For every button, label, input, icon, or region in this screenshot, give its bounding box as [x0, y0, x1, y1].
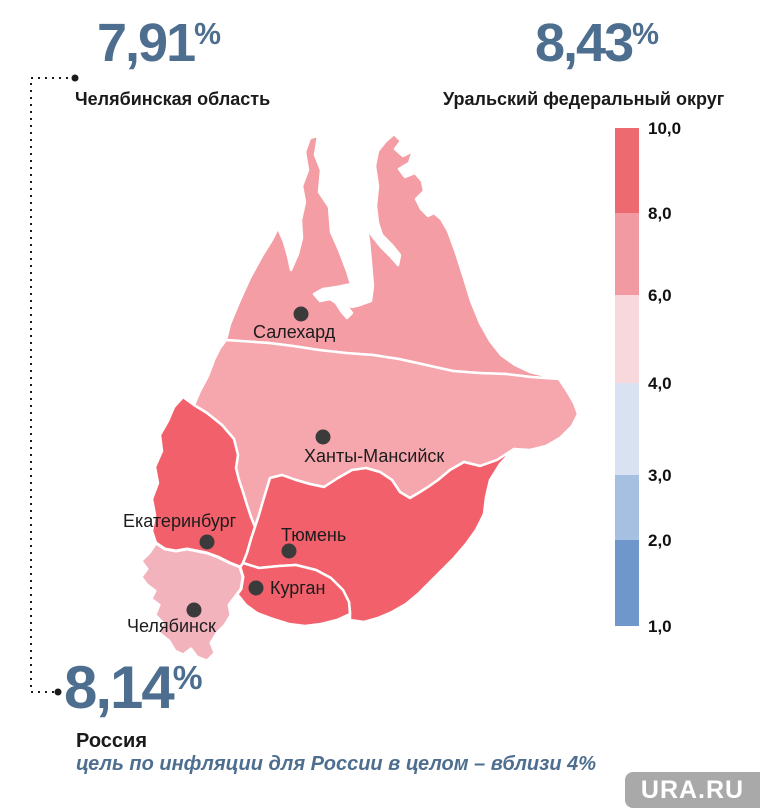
city-label-salekhard: Салехард — [253, 322, 336, 342]
legend-tick-8: 8,0 — [648, 204, 672, 223]
legend-tick-4: 4,0 — [648, 374, 672, 393]
city-label-chelyabinsk: Челябинск — [127, 616, 216, 636]
legend-segment-4-3 — [615, 383, 639, 475]
city-dot-kurgan — [248, 580, 264, 596]
stat-number: 8,43 — [535, 13, 634, 73]
city-dot-chelyabinsk — [186, 602, 202, 618]
legend-tick-10: 10,0 — [648, 119, 682, 138]
ura-ru-watermark: URA.RU — [625, 772, 760, 808]
stat-label-russia: Россия — [76, 730, 148, 752]
stat-value-russia: 8,14% — [64, 658, 203, 718]
legend-color-bar — [615, 128, 639, 626]
city-dot-yekaterinburg — [199, 534, 215, 550]
city-label-tyumen: Тюмень — [281, 525, 347, 545]
bracket-end-dot-bottom — [54, 688, 62, 696]
inflation-target-note: цель по инфляции для России в целом – вб… — [76, 753, 597, 775]
city-dot-tyumen — [281, 543, 297, 559]
city-dot-salekhard — [293, 306, 309, 322]
stat-number: 8,14 — [64, 654, 175, 721]
map-region-chelyabinsk — [139, 541, 245, 663]
legend-tick-6: 6,0 — [648, 286, 672, 305]
legend-segment-2-1 — [615, 540, 639, 626]
bracket-connector — [30, 74, 79, 696]
stat-label-ural-district: Уральский федеральный округ — [443, 89, 725, 109]
map-region-kurgan — [233, 561, 352, 628]
city-label-kurgan: Курган — [270, 578, 326, 598]
city-label-khanty-mansiysk: Ханты-Мансийск — [304, 446, 445, 466]
legend-segment-10-8 — [615, 128, 639, 213]
percent-sign: % — [632, 18, 659, 52]
map-region-yamal — [224, 132, 561, 381]
legend-tick-3: 3,0 — [648, 466, 672, 485]
legend-tick-1: 1,0 — [648, 617, 672, 636]
city-dot-khanty-mansiysk — [315, 429, 331, 445]
bracket-end-dot-top — [71, 74, 79, 82]
stat-label-chelyabinsk-oblast: Челябинская область — [75, 89, 271, 109]
legend-tick-2: 2,0 — [648, 531, 672, 550]
legend-segment-3-2 — [615, 475, 639, 540]
stat-value-chelyabinsk-oblast: 7,91% — [97, 16, 221, 70]
percent-sign: % — [172, 660, 203, 698]
stat-number: 7,91 — [97, 13, 196, 73]
legend-segment-6-4 — [615, 295, 639, 383]
stat-value-ural-district: 8,43% — [535, 16, 659, 70]
percent-sign: % — [194, 18, 221, 52]
legend-segment-8-6 — [615, 213, 639, 295]
city-label-yekaterinburg: Екатеринбург — [123, 511, 237, 531]
